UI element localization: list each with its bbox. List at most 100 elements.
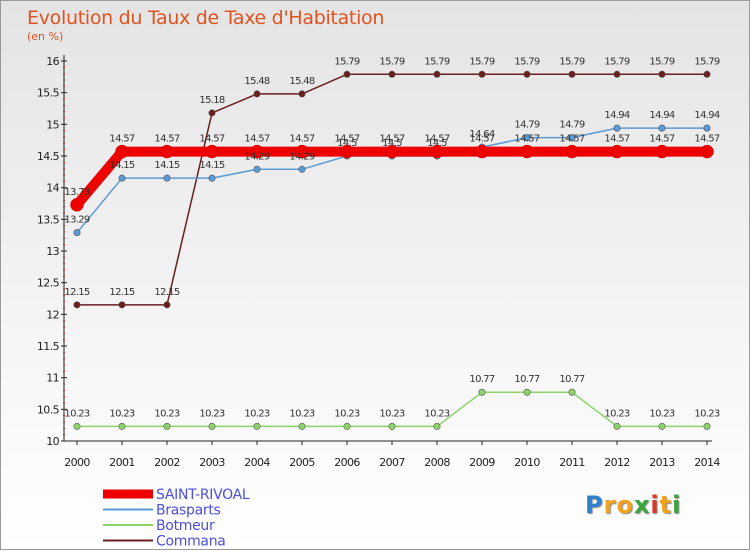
legend-label: Botmeur	[156, 518, 215, 534]
y-tick-label: 11.5	[37, 340, 60, 353]
data-point	[478, 70, 486, 78]
data-label: 14.79	[514, 120, 539, 131]
data-point	[298, 165, 306, 173]
series-saint-rivoal	[70, 144, 714, 212]
data-label: 10.77	[469, 374, 494, 385]
data-point	[115, 144, 129, 159]
data-label: 14.57	[424, 134, 449, 145]
data-label: 14.57	[649, 134, 674, 145]
logo-letter: P	[585, 491, 604, 519]
data-label: 10.23	[199, 408, 224, 419]
data-point	[205, 144, 219, 159]
series-layer	[70, 70, 714, 430]
data-point	[70, 198, 84, 212]
data-label: 15.79	[559, 56, 584, 67]
data-label: 14.57	[559, 134, 584, 145]
data-label: 14.57	[469, 134, 494, 145]
y-tick-label: 13	[46, 245, 59, 258]
series-commana	[73, 70, 711, 309]
y-tick-label: 16	[46, 55, 59, 68]
data-point	[475, 144, 489, 159]
data-label: 10.23	[109, 408, 134, 419]
legend-label: Brasparts	[156, 503, 221, 519]
data-label: 10.23	[244, 408, 269, 419]
data-label: 14.57	[604, 134, 629, 145]
data-label: 12.15	[109, 287, 134, 298]
data-point	[295, 144, 309, 159]
logo-letter: x	[633, 491, 651, 519]
x-tick-label: 2007	[379, 456, 405, 469]
data-point	[430, 144, 444, 159]
data-point	[523, 388, 531, 396]
x-tick-label: 2012	[604, 456, 630, 469]
x-tick-label: 2001	[109, 456, 135, 469]
data-point	[118, 301, 126, 309]
data-label: 15.79	[469, 56, 494, 67]
data-point	[523, 134, 531, 142]
data-label: 15.79	[604, 56, 629, 67]
data-label: 10.23	[424, 408, 449, 419]
y-tick-label: 10.5	[37, 403, 60, 416]
data-label: 14.15	[199, 160, 224, 171]
data-point	[118, 174, 126, 182]
logo-letter: i	[650, 491, 660, 519]
data-label: 10.77	[559, 374, 584, 385]
data-label: 14.5	[382, 138, 402, 149]
data-label: 10.23	[604, 408, 629, 419]
data-point	[658, 70, 666, 78]
data-label: 15.79	[649, 56, 674, 67]
x-tick-label: 2009	[469, 456, 495, 469]
data-point	[208, 422, 216, 430]
x-tick-label: 2003	[199, 456, 225, 469]
data-point	[700, 144, 714, 159]
data-point	[703, 422, 711, 430]
logo-letter: r	[603, 491, 617, 519]
data-point	[208, 174, 216, 182]
data-label: 14.57	[379, 134, 404, 145]
data-point	[298, 90, 306, 98]
y-tick-label: 14	[46, 182, 59, 195]
data-point	[385, 144, 399, 159]
data-label: 15.48	[289, 76, 314, 87]
legend-label: Commana	[156, 534, 226, 550]
data-point	[253, 165, 261, 173]
data-point	[565, 144, 579, 159]
data-point	[388, 422, 396, 430]
data-label: 14.94	[649, 110, 674, 121]
logo-letter: o	[616, 491, 634, 519]
axes: 10 10.5 11 11.5 12 12.5 13 13.5 14 14.5 15 15.5 16 20…	[37, 55, 721, 469]
data-label: 15.48	[244, 76, 269, 87]
data-point	[250, 144, 264, 159]
data-point	[520, 144, 534, 159]
logo-letter: t	[659, 491, 673, 519]
data-point	[73, 301, 81, 309]
chart-title: Evolution du Taux de Taxe d'Habitation	[27, 7, 385, 29]
x-tick-label: 2011	[559, 456, 585, 469]
data-label: 14.57	[334, 134, 359, 145]
data-label: 15.18	[199, 95, 224, 106]
data-point	[340, 144, 354, 159]
y-tick-label: 15	[46, 118, 59, 131]
data-label: 14.15	[154, 160, 179, 171]
data-label: 10.23	[289, 408, 314, 419]
data-label: 10.23	[694, 408, 719, 419]
data-label: 14.5	[427, 138, 447, 149]
x-tick-label: 2005	[289, 456, 315, 469]
data-label: 14.94	[694, 110, 719, 121]
data-label: 14.57	[694, 134, 719, 145]
data-label: 14.94	[604, 110, 629, 121]
data-label: 10.23	[649, 408, 674, 419]
data-label: 15.79	[514, 56, 539, 67]
data-point	[703, 124, 711, 132]
legend-label: SAINT-RIVOAL	[156, 487, 250, 503]
data-label: 15.79	[694, 56, 719, 67]
data-point	[568, 134, 576, 142]
data-point	[703, 70, 711, 78]
data-point	[613, 422, 621, 430]
data-label: 14.57	[289, 134, 314, 145]
data-label: 15.79	[379, 56, 404, 67]
data-label: 13.29	[64, 215, 89, 226]
